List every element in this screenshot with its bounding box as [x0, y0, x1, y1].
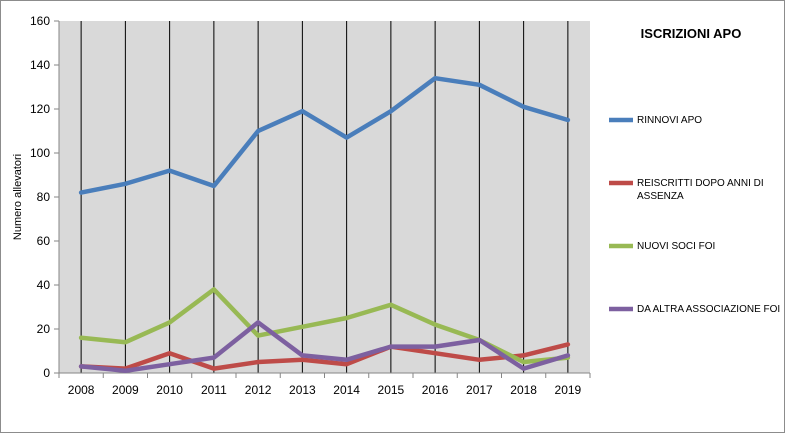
- y-tick-label-100: 100: [30, 146, 50, 160]
- chart-title: ISCRIZIONI APO: [641, 26, 742, 41]
- y-tick-label-160: 160: [30, 14, 50, 28]
- series-line-4: [78, 320, 571, 374]
- x-tick-label-2018: 2018: [510, 383, 537, 397]
- series-line-2: [78, 342, 571, 371]
- y-tick-label-40: 40: [37, 278, 51, 292]
- y-tick-label-80: 80: [37, 190, 51, 204]
- y-tick-label-0: 0: [43, 366, 50, 380]
- x-tick-label-2016: 2016: [422, 383, 449, 397]
- y-tick-label-60: 60: [37, 234, 51, 248]
- x-tick-label-2012: 2012: [245, 383, 272, 397]
- y-axis-title: Numero allevatori: [12, 154, 24, 240]
- series-line-1: [78, 75, 571, 195]
- x-tick-label-2019: 2019: [555, 383, 582, 397]
- y-tick-label-20: 20: [37, 322, 51, 336]
- legend-label-4: DA ALTRA ASSOCIAZIONE FOI: [637, 304, 780, 315]
- legend-label-1: RINNOVI APO: [637, 115, 702, 126]
- y-tick-label-140: 140: [30, 58, 50, 72]
- legend: RINNOVI APO REISCRITTI DOPO ANNI DI ASSENZ…: [609, 115, 780, 315]
- legend-label-2: REISCRITTI DOPO ANNI DI ASSENZA: [637, 178, 764, 202]
- legend-label-3: NUOVI SOCI FOI: [637, 241, 715, 252]
- x-tick-label-2017: 2017: [466, 383, 493, 397]
- x-tick-label-2013: 2013: [289, 383, 316, 397]
- plot-area: [59, 21, 590, 373]
- x-tick-label-2009: 2009: [112, 383, 139, 397]
- x-tick-label-2015: 2015: [378, 383, 405, 397]
- x-tick-label-2010: 2010: [156, 383, 183, 397]
- x-tick-label-2011: 2011: [201, 383, 227, 397]
- y-tick-label-120: 120: [30, 102, 50, 116]
- x-tick-label-2014: 2014: [333, 383, 360, 397]
- x-tick-label-2008: 2008: [68, 383, 95, 397]
